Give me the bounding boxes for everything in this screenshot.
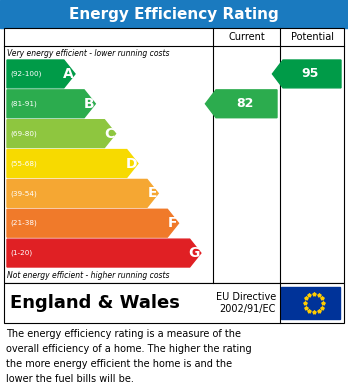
Text: Current: Current [228,32,265,42]
Text: B: B [84,97,94,111]
Text: Potential: Potential [291,32,333,42]
Polygon shape [7,239,201,267]
Text: (55-68): (55-68) [10,160,37,167]
Text: D: D [125,156,137,170]
Polygon shape [205,90,277,118]
Text: F: F [168,216,177,230]
Text: England & Wales: England & Wales [10,294,180,312]
Bar [4,28,344,283]
Text: Not energy efficient - higher running costs: Not energy efficient - higher running co… [7,271,169,280]
Text: G: G [189,246,200,260]
Text: The energy efficiency rating is a measure of the: The energy efficiency rating is a measur… [6,329,241,339]
Text: C: C [104,127,114,141]
Polygon shape [7,90,95,118]
Text: Energy Efficiency Rating: Energy Efficiency Rating [69,7,279,22]
Text: the more energy efficient the home is and the: the more energy efficient the home is an… [6,359,232,369]
Text: 95: 95 [302,67,319,81]
Text: (1-20): (1-20) [10,250,32,256]
Polygon shape [7,150,138,178]
Polygon shape [7,120,116,147]
Text: (21-38): (21-38) [10,220,37,226]
Text: (92-100): (92-100) [10,71,41,77]
Bar [281,287,340,319]
Bar [0,0,348,28]
Polygon shape [272,60,341,88]
Text: A: A [63,67,74,81]
Polygon shape [7,179,158,207]
Polygon shape [7,209,179,237]
Text: 82: 82 [236,97,254,110]
Text: (39-54): (39-54) [10,190,37,197]
Text: 2002/91/EC: 2002/91/EC [220,304,276,314]
Polygon shape [7,60,75,88]
Bar [4,283,344,323]
Text: E: E [148,187,157,200]
Text: Very energy efficient - lower running costs: Very energy efficient - lower running co… [7,48,169,57]
Text: (69-80): (69-80) [10,130,37,137]
Text: lower the fuel bills will be.: lower the fuel bills will be. [6,374,134,384]
Text: (81-91): (81-91) [10,100,37,107]
Text: EU Directive: EU Directive [216,292,276,302]
Text: overall efficiency of a home. The higher the rating: overall efficiency of a home. The higher… [6,344,252,354]
